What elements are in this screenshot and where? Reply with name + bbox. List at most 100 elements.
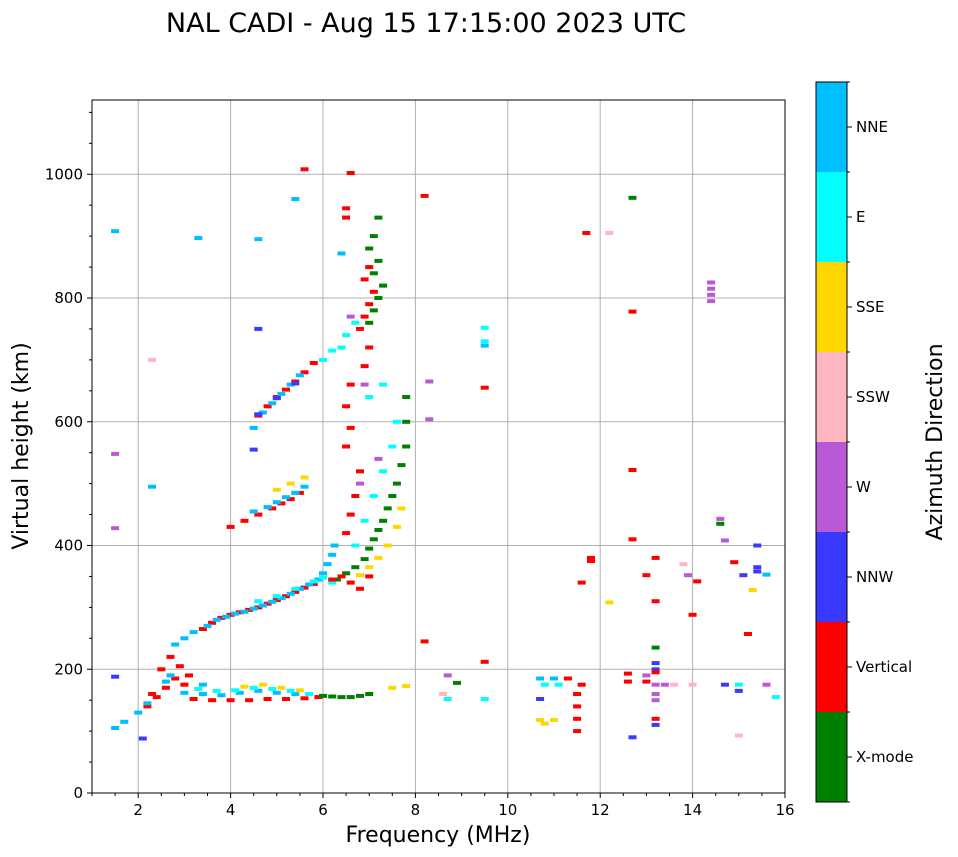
echo-point — [272, 598, 281, 602]
colorbar-swatch — [816, 262, 847, 352]
echo-point — [240, 609, 249, 614]
echo-point — [254, 237, 263, 242]
x-tick-label: 6 — [318, 801, 328, 819]
echo-point — [550, 718, 558, 722]
echo-point — [323, 562, 332, 567]
echo-point — [166, 654, 175, 659]
echo-point — [374, 258, 383, 263]
echo-point — [369, 234, 378, 239]
grid-lines — [92, 100, 786, 794]
echo-point — [651, 645, 660, 650]
echo-point — [295, 373, 304, 378]
echo-point — [563, 676, 572, 681]
echo-point — [337, 695, 346, 700]
echo-point — [356, 469, 364, 474]
echo-point — [258, 410, 267, 415]
echo-point — [111, 229, 120, 234]
echo-point — [295, 490, 304, 495]
echo-point — [249, 606, 258, 611]
echo-point — [171, 642, 180, 647]
echo-point — [314, 695, 323, 700]
echo-point — [342, 404, 351, 409]
echo-point — [263, 404, 272, 409]
echo-point — [550, 676, 558, 681]
echo-point — [263, 601, 272, 606]
echo-point — [651, 692, 660, 696]
echo-point — [684, 573, 692, 578]
y-tick-label: 400 — [54, 537, 83, 555]
echo-point — [180, 690, 189, 695]
echo-point — [365, 265, 374, 270]
echo-point — [180, 682, 189, 687]
colorbar-label: Azimuth Direction — [923, 343, 948, 540]
echo-point — [554, 682, 563, 687]
echo-point — [337, 345, 346, 350]
echo-point — [286, 481, 295, 486]
echo-point — [642, 679, 651, 684]
echo-point — [679, 562, 688, 567]
echo-point — [688, 682, 697, 687]
echo-point — [286, 591, 295, 596]
echo-point — [346, 314, 355, 319]
y-tick-label: 600 — [54, 413, 83, 431]
echo-point — [148, 692, 157, 696]
echo-point — [120, 719, 129, 724]
colorbar-swatch — [816, 442, 847, 532]
echo-point — [282, 697, 290, 701]
echo-point — [369, 289, 378, 294]
echo-point — [171, 676, 180, 681]
echo-point — [762, 682, 771, 687]
echo-point — [480, 343, 489, 348]
echo-point — [346, 580, 355, 585]
echo-point — [587, 555, 595, 560]
echo-point — [651, 698, 660, 703]
colorbar-swatch — [816, 532, 847, 622]
echo-point — [397, 463, 406, 468]
echo-point — [235, 690, 244, 695]
echo-point — [300, 475, 309, 480]
colorbar-frame — [815, 81, 848, 803]
echo-point — [272, 487, 281, 492]
echo-point — [282, 495, 290, 500]
echo-point — [198, 682, 207, 687]
echo-point — [291, 586, 300, 591]
echo-point — [402, 444, 411, 449]
echo-point — [245, 698, 254, 703]
y-tick-label: 0 — [73, 784, 83, 802]
x-tick-label: 10 — [498, 801, 517, 819]
colorbar-tick-label: E — [856, 208, 865, 226]
colorbar-swatch — [816, 712, 847, 802]
echo-point — [240, 684, 249, 689]
echo-point — [161, 679, 170, 684]
echo-point — [365, 546, 374, 551]
echo-point — [425, 379, 434, 384]
echo-point — [272, 594, 281, 599]
echo-point — [351, 320, 360, 325]
echo-point — [277, 596, 286, 601]
echo-point — [771, 695, 780, 700]
echo-point — [356, 586, 364, 591]
echo-point — [291, 490, 300, 495]
echo-point — [688, 612, 697, 617]
echo-point — [305, 692, 314, 696]
colorbar-tick-label: NNE — [856, 118, 888, 136]
echo-point — [360, 518, 369, 523]
echo-point — [351, 543, 360, 548]
echo-point — [443, 697, 452, 701]
echo-point — [231, 611, 240, 616]
echo-point — [628, 195, 637, 200]
echo-point — [157, 667, 166, 672]
echo-point — [628, 735, 637, 740]
echo-point — [573, 704, 582, 709]
echo-point — [111, 674, 120, 679]
y-axis-ticks: 0 200 400 600 800 1000 — [45, 111, 92, 802]
echo-point — [300, 370, 309, 375]
echo-point — [208, 698, 217, 703]
echo-point — [328, 694, 337, 699]
echo-point — [346, 512, 355, 517]
echo-point — [111, 451, 120, 456]
echo-point — [268, 687, 277, 691]
echo-point — [369, 537, 378, 542]
echo-point — [226, 698, 235, 703]
echo-point — [392, 524, 401, 529]
